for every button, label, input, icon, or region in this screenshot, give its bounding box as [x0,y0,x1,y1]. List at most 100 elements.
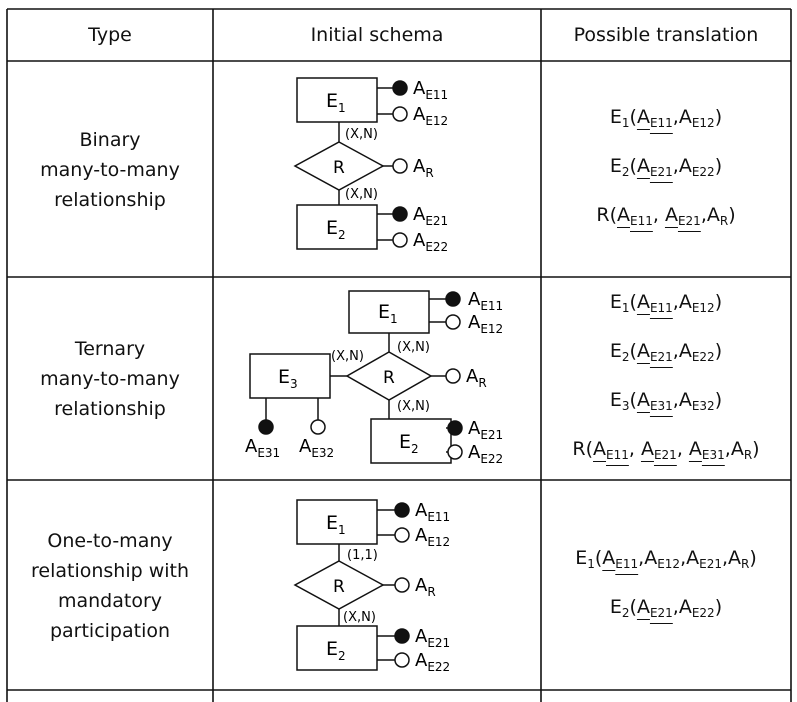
formula-text: 1 [587,556,595,571]
formula-text: ,A [672,340,692,362]
relationship-label: R [333,158,345,178]
attribute-label: AE11 [468,289,503,313]
formula-text: , [676,438,689,460]
identifier-attribute-dot [392,80,408,96]
binary-translation: E1(AE11,AE12) E2(AE21,AE22) R(AE11, AE21… [541,62,791,277]
formula-text: ,A [672,595,692,618]
formula-text: E [609,595,622,618]
entity-box [296,204,378,250]
key-attribute-text: A [664,204,678,226]
formula-text: E [609,106,622,128]
attribute-label: AR [413,156,434,180]
row-ternary-type: Ternary many-to-many relationship [7,278,213,480]
formula-text: ) [714,155,723,177]
entity-label: E2 [326,217,346,242]
type-line: participation [49,619,171,642]
translation-line: E2(AE21,AE22) [610,330,722,379]
cardinality-label: (X,N) [397,340,430,355]
key-attribute-text: E11 [630,214,653,228]
formula-text: ,A [680,546,700,569]
type-line: relationship with [30,559,190,582]
cardinality-label: (1,1) [347,548,378,563]
type-line: many-to-many [40,158,180,181]
key-attribute-text: E11 [649,301,673,315]
key-attribute-text: A [602,546,616,569]
attribute-label: AE21 [413,204,448,228]
type-line: One-to-many [47,529,173,552]
key-attribute-text: A [593,438,607,460]
key-attribute-text: A [636,106,650,128]
formula-text: E21 [699,556,722,571]
entity-box [296,77,378,123]
attribute-label: AE21 [468,418,503,442]
formula-text: ) [752,438,760,460]
attribute-label: AE12 [468,312,503,336]
attribute-label: AE12 [415,525,450,549]
key-attribute-text: E21 [649,350,673,364]
formula-text: ,A [672,155,692,177]
attribute-dot [445,314,461,330]
key-attribute-text: E21 [677,214,701,228]
attribute-dot [445,368,461,384]
key-attribute-text: E11 [615,556,639,571]
cardinality-label: (X,N) [331,349,364,364]
formula-text: 1 [621,301,630,315]
formula-text: ,A [638,546,658,569]
formula-text: ,A [700,204,720,226]
entity-label: E3 [278,366,298,391]
key-attribute-text: E11 [606,448,629,462]
key-attribute-text: A [636,340,650,362]
key-attribute-text: E21 [653,448,677,462]
cardinality-label: (X,N) [345,127,378,142]
attribute-dot [394,527,410,543]
attribute-label: AE32 [299,436,334,460]
formula-text: ) [728,204,736,226]
formula-text: R( [596,204,617,226]
key-attribute-text: A [636,291,650,313]
key-attribute-text: E31 [649,399,673,413]
formula-text: ( [629,389,637,411]
formula-text: 3 [621,399,630,413]
formula-text: ) [714,595,723,618]
formula-text: E12 [657,556,681,571]
identifier-attribute-dot [394,628,410,644]
formula-text: ) [714,389,723,411]
row-binary-type: Binary many-to-many relationship [7,62,213,277]
entity-box [296,625,378,671]
attribute-dot [310,419,326,435]
key-attribute-text: A [640,438,654,460]
cardinality-label: (X,N) [345,187,378,202]
entity-label: E1 [326,90,346,115]
key-attribute-text: E31 [701,448,725,462]
identifier-attribute-dot [445,291,461,307]
attribute-label: AE22 [413,230,448,254]
translation-line: R(AE11, AE21,AR) [596,194,735,243]
relationship-label: R [333,577,345,597]
key-attribute-text: E11 [649,116,673,130]
entity-label: E1 [378,301,398,326]
key-attribute-text: A [636,389,650,411]
key-attribute-text: A [617,204,630,226]
attribute-label: AE22 [415,650,450,674]
identifier-attribute-dot [447,420,463,436]
type-line: Ternary [74,338,146,360]
key-attribute-text: A [636,155,650,177]
cardinality-label: (X,N) [343,610,376,625]
translation-line: E2(AE21,AE22) [610,145,722,194]
attribute-dot [392,232,408,248]
formula-text: 1 [621,116,630,130]
attribute-dot [447,444,463,460]
translation-line: E3(AE31,AE32) [610,379,722,428]
header-type: Type [88,24,132,46]
formula-text: E22 [691,165,715,179]
formula-text: E12 [691,116,715,130]
entity-label: E1 [326,512,346,537]
formula-text: E22 [691,350,715,364]
attribute-label: AE21 [415,626,450,650]
formula-text: ( [629,340,637,362]
identifier-attribute-dot [394,502,410,518]
identifier-attribute-dot [392,206,408,222]
